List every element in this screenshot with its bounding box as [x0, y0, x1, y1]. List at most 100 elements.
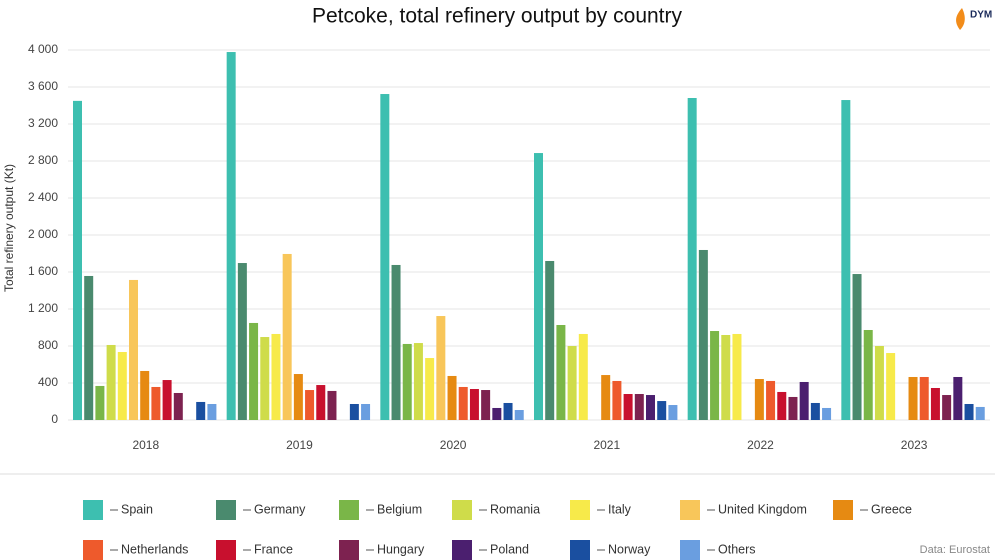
logo-icon — [956, 8, 965, 30]
x-tick-label: 2023 — [901, 438, 928, 452]
bar — [534, 153, 543, 421]
legend-label: Hungary — [377, 542, 425, 556]
bar — [964, 403, 974, 420]
bar — [919, 376, 929, 420]
bar — [95, 385, 105, 420]
bar — [260, 337, 270, 420]
bar — [601, 375, 611, 420]
legend-label: Romania — [490, 502, 540, 516]
legend-swatch — [339, 540, 359, 560]
bar — [698, 249, 708, 420]
bar — [810, 402, 820, 420]
bar — [710, 331, 720, 420]
legend-label: Germany — [254, 502, 306, 516]
bar — [908, 376, 918, 420]
bar — [556, 325, 566, 420]
bar — [413, 343, 423, 420]
legend-label: France — [254, 542, 293, 556]
bar — [106, 344, 116, 420]
legend-swatch — [216, 500, 236, 520]
bar — [503, 402, 513, 420]
bar — [436, 316, 446, 420]
bar — [578, 333, 588, 420]
bar — [402, 343, 412, 420]
bar — [732, 333, 742, 420]
legend-swatch — [83, 500, 103, 520]
bar — [349, 403, 359, 420]
legend-label: Poland — [490, 542, 529, 556]
legend-swatch — [83, 540, 103, 560]
bar — [117, 352, 127, 420]
bar — [668, 405, 678, 420]
bar — [207, 403, 217, 420]
legend-label: Netherlands — [121, 542, 188, 556]
bar — [874, 346, 884, 420]
bar — [327, 390, 337, 420]
chart-title: Petcoke, total refinery output by countr… — [312, 5, 683, 28]
bar — [447, 375, 457, 420]
bar — [567, 346, 577, 420]
bar — [140, 370, 150, 420]
bar — [249, 322, 259, 420]
bar — [942, 395, 952, 420]
bar — [863, 329, 873, 420]
bar — [305, 390, 315, 420]
bar — [930, 387, 940, 420]
bar — [425, 358, 435, 420]
bar — [196, 401, 206, 420]
y-axis-label: Total refinery output (Kt) — [2, 164, 16, 292]
bar — [623, 394, 633, 420]
bar — [84, 275, 94, 420]
bar — [492, 407, 502, 420]
bar — [293, 374, 303, 420]
y-tick-label: 2 800 — [28, 153, 58, 167]
bar — [777, 391, 787, 420]
bar — [754, 379, 764, 420]
x-tick-label: 2018 — [132, 438, 159, 452]
x-tick-label: 2019 — [286, 438, 313, 452]
bar — [646, 395, 655, 420]
y-tick-label: 1 600 — [28, 264, 58, 278]
bar — [481, 390, 491, 420]
y-tick-label: 0 — [51, 412, 58, 426]
legend-label: Others — [718, 542, 756, 556]
legend-label: Norway — [608, 542, 651, 556]
bar — [953, 376, 963, 420]
bar — [788, 396, 798, 420]
bar — [469, 389, 479, 420]
bar — [612, 380, 622, 420]
x-tick-label: 2022 — [747, 438, 774, 452]
legend-swatch — [680, 500, 700, 520]
y-tick-label: 4 000 — [28, 42, 58, 56]
bar — [129, 279, 138, 420]
bar — [721, 334, 731, 420]
bar — [173, 392, 183, 420]
bar — [634, 394, 644, 420]
y-tick-label: 1 200 — [28, 301, 58, 315]
bar — [391, 264, 401, 420]
y-tick-label: 2 400 — [28, 190, 58, 204]
bar — [316, 385, 326, 420]
source: Data: Eurostat — [920, 544, 990, 556]
legend-swatch — [216, 540, 236, 560]
bar — [237, 263, 247, 420]
x-tick-label: 2021 — [593, 438, 620, 452]
bar — [687, 98, 697, 420]
y-tick-label: 3 200 — [28, 116, 58, 130]
bar — [361, 403, 371, 420]
legend-swatch — [570, 540, 590, 560]
legend-label: Greece — [871, 502, 912, 516]
legend-swatch — [452, 500, 472, 520]
bar — [822, 407, 832, 420]
bar — [766, 380, 776, 420]
legend-label: Spain — [121, 502, 153, 516]
y-tick-label: 3 600 — [28, 79, 58, 93]
bar — [162, 380, 172, 420]
legend-swatch — [339, 500, 359, 520]
bar — [799, 381, 809, 420]
bar — [271, 333, 281, 420]
bar — [841, 100, 851, 420]
bar — [73, 100, 82, 420]
y-tick-label: 400 — [38, 375, 58, 389]
